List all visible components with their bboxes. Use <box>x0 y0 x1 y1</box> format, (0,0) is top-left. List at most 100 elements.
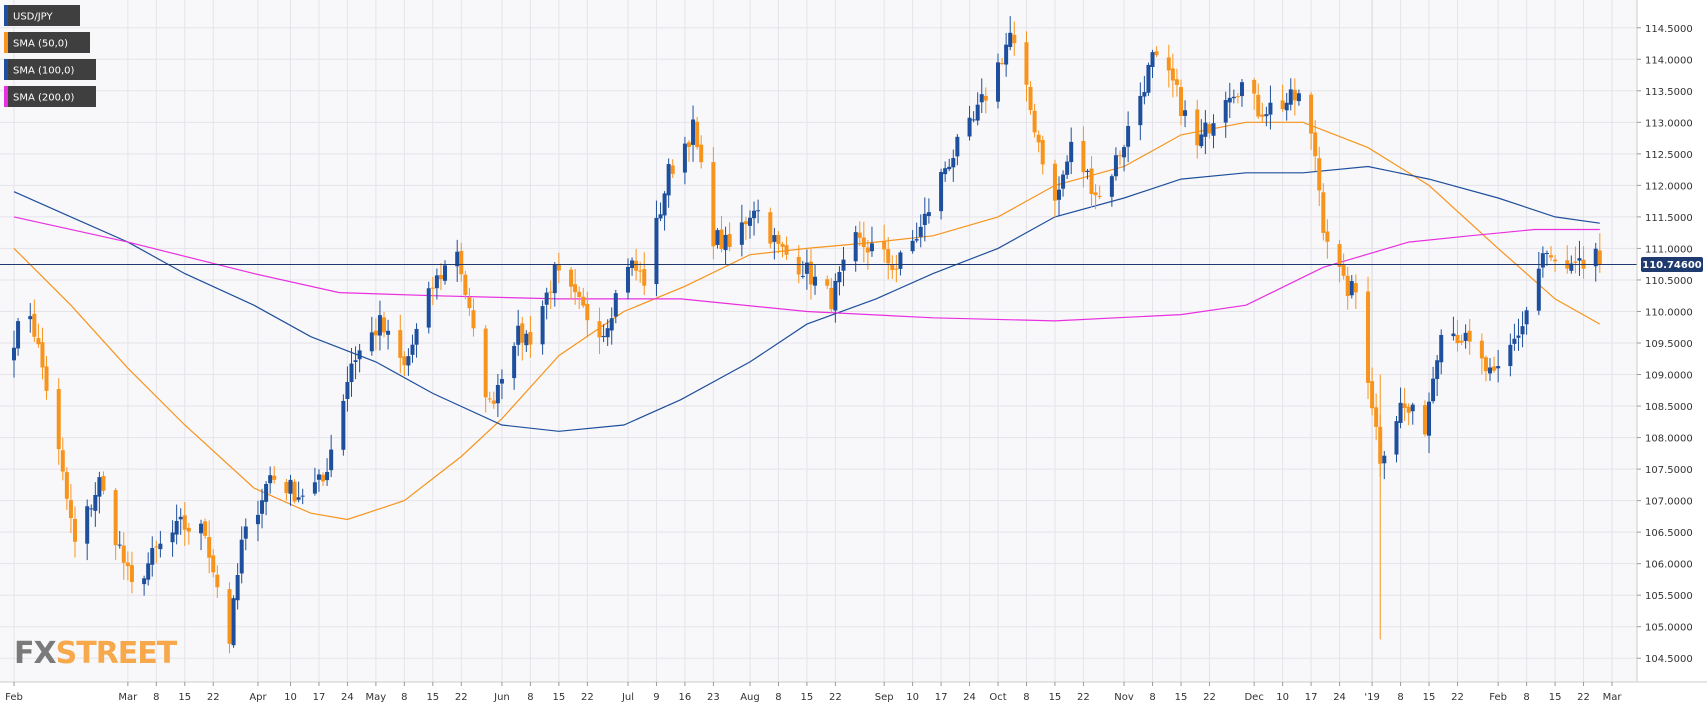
candle <box>60 437 65 481</box>
logo-fx: FX <box>14 636 56 671</box>
candle <box>150 536 155 577</box>
candle <box>215 565 220 599</box>
candle-body <box>1593 248 1598 267</box>
candle <box>1597 233 1602 273</box>
candle-body <box>780 243 785 247</box>
candle <box>552 261 557 307</box>
candle-body <box>939 172 944 212</box>
candle-body <box>1146 64 1151 93</box>
candle <box>914 222 919 243</box>
candle-body <box>36 338 41 345</box>
x-tick-label: 17 <box>935 692 948 703</box>
x-tick-label: 15 <box>1175 692 1188 703</box>
y-axis-ticks: 104.5000 105.0000 105.5000 106.0000 106.5000… <box>1637 24 1693 665</box>
candle <box>1122 144 1127 172</box>
candle-body <box>1089 168 1094 195</box>
candle-body <box>768 212 773 244</box>
candle-body <box>207 537 212 558</box>
candle-body <box>1398 402 1403 423</box>
candle <box>1097 185 1102 200</box>
candle-body <box>837 271 842 283</box>
candle-body <box>1000 62 1005 64</box>
candle-body <box>369 332 374 352</box>
candle <box>1170 53 1175 98</box>
candle-body <box>951 158 956 168</box>
candle-body <box>544 292 549 305</box>
candle <box>996 53 1001 109</box>
candle-body <box>1117 155 1122 157</box>
candle-body <box>756 210 761 212</box>
candle <box>239 526 244 584</box>
candle <box>1488 358 1493 381</box>
legend-swatch <box>4 86 8 107</box>
candle <box>243 518 248 551</box>
candle-body <box>1569 263 1574 271</box>
candle-body <box>1231 96 1236 99</box>
candle <box>170 520 175 557</box>
candle <box>813 264 818 295</box>
candle <box>207 520 212 574</box>
candle <box>1402 387 1407 421</box>
candle <box>16 317 21 356</box>
candle-body <box>1540 253 1545 268</box>
x-tick-label: 15 <box>178 692 191 703</box>
candle <box>686 140 691 162</box>
candle-body <box>186 527 191 532</box>
legend-swatch <box>4 59 8 80</box>
candle-body <box>16 321 21 349</box>
candle <box>1239 79 1244 107</box>
candle <box>577 286 582 309</box>
candle-body <box>459 250 464 275</box>
candle-body <box>1483 357 1488 372</box>
candle <box>56 378 61 465</box>
candle <box>1256 83 1261 119</box>
candle <box>1235 92 1240 104</box>
candle <box>739 204 744 257</box>
candle <box>64 467 69 510</box>
candle-body <box>524 333 529 346</box>
candle-body <box>723 234 728 251</box>
candle-body <box>268 475 273 484</box>
candle <box>800 260 805 279</box>
candle-body <box>800 275 805 277</box>
candle <box>146 552 151 586</box>
candle-body <box>975 104 980 121</box>
candle <box>971 111 976 123</box>
candle-body <box>1207 124 1212 134</box>
legend-box <box>4 86 96 107</box>
candle-body <box>1138 95 1143 126</box>
candle <box>1154 46 1159 58</box>
candle <box>1516 318 1521 351</box>
candle-body <box>1093 192 1098 196</box>
candle-body <box>471 310 476 329</box>
candle-body <box>922 213 927 226</box>
candle-body <box>1052 163 1057 201</box>
candle <box>772 227 777 260</box>
candle-body <box>357 350 362 360</box>
candle <box>512 342 517 390</box>
candle-body <box>512 346 517 379</box>
candle-body <box>28 316 33 320</box>
legend-swatch <box>4 32 8 53</box>
candle <box>1195 99 1200 159</box>
candle <box>857 221 862 247</box>
y-tick-label: 112.0000 <box>1645 181 1693 192</box>
candle <box>113 487 118 560</box>
candle-body <box>60 450 65 472</box>
candle <box>1057 176 1062 217</box>
candle <box>36 323 41 348</box>
candle-body <box>1260 114 1265 117</box>
candle <box>910 230 915 254</box>
candle <box>296 481 301 503</box>
legend-label: USD/JPY <box>13 12 53 23</box>
legend-label: SMA (100,0) <box>13 66 75 77</box>
candle <box>947 158 952 172</box>
candle-body <box>1296 93 1301 102</box>
candle <box>1406 403 1411 426</box>
candle-body <box>235 575 240 601</box>
legend-box <box>4 32 90 53</box>
candle-body <box>890 264 895 271</box>
candle <box>1394 415 1399 463</box>
candle-body <box>1036 134 1041 143</box>
